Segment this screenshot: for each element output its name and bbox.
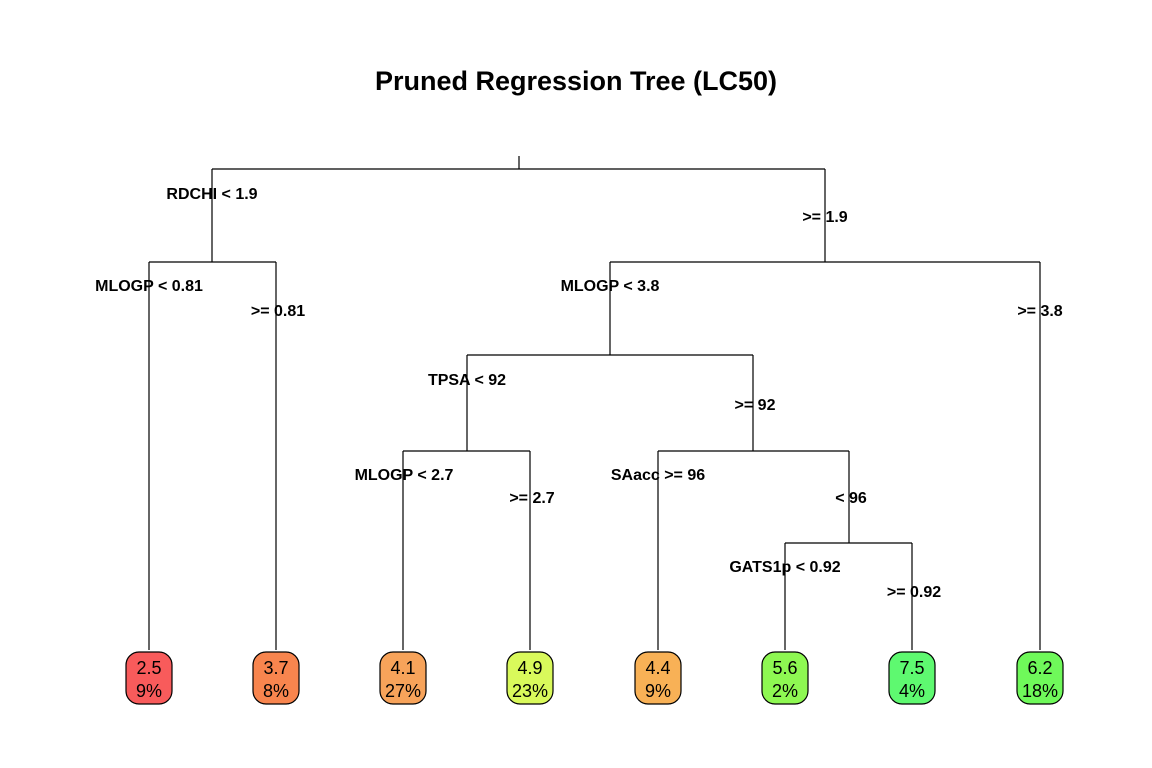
split-n6-left-label: TPSA < 92 bbox=[428, 372, 506, 389]
split-n12-left-label: MLOGP < 2.7 bbox=[355, 467, 454, 484]
leaf-box bbox=[634, 651, 682, 705]
leaf-percent: 8% bbox=[263, 681, 289, 701]
leaf-node: 3.78% bbox=[252, 651, 300, 705]
leaf-box bbox=[252, 651, 300, 705]
leaf-box bbox=[888, 651, 936, 705]
leaf-value: 4.9 bbox=[517, 658, 542, 678]
leaf-value: 6.2 bbox=[1027, 658, 1052, 678]
leaf-value: 5.6 bbox=[772, 658, 797, 678]
leaf-percent: 9% bbox=[645, 681, 671, 701]
split-root-right-label: >= 1.9 bbox=[802, 209, 847, 226]
leaf-percent: 27% bbox=[385, 681, 421, 701]
leaf-percent: 23% bbox=[512, 681, 548, 701]
leaf-nodes: 2.59%3.78%4.127%4.923%4.49%5.62%7.54%6.2… bbox=[125, 651, 1064, 705]
leaf-node: 4.49% bbox=[634, 651, 682, 705]
split-n27-right-label: >= 0.92 bbox=[887, 584, 941, 601]
leaf-box bbox=[1016, 651, 1064, 705]
leaf-node: 7.54% bbox=[888, 651, 936, 705]
leaf-value: 4.1 bbox=[390, 658, 415, 678]
leaf-percent: 18% bbox=[1022, 681, 1058, 701]
leaf-node: 2.59% bbox=[125, 651, 173, 705]
chart-title: Pruned Regression Tree (LC50) bbox=[375, 66, 777, 96]
split-n13-left-label: SAacc >= 96 bbox=[611, 467, 705, 484]
split-n2-left-label: MLOGP < 0.81 bbox=[95, 278, 203, 295]
leaf-percent: 4% bbox=[899, 681, 925, 701]
leaf-value: 7.5 bbox=[899, 658, 924, 678]
split-n27-left-label: GATS1p < 0.92 bbox=[729, 559, 840, 576]
split-labels: RDCHI < 1.9 >= 1.9 MLOGP < 0.81 >= 0.81 … bbox=[95, 186, 1063, 601]
leaf-node: 4.127% bbox=[379, 651, 427, 705]
leaf-value: 4.4 bbox=[645, 658, 670, 678]
split-n12-right-label: >= 2.7 bbox=[509, 490, 554, 507]
leaf-percent: 9% bbox=[136, 681, 162, 701]
split-n13-right-label: < 96 bbox=[835, 490, 867, 507]
split-n3-left-label: MLOGP < 3.8 bbox=[561, 278, 660, 295]
leaf-box bbox=[379, 651, 427, 705]
leaf-value: 3.7 bbox=[263, 658, 288, 678]
split-n6-right-label: >= 92 bbox=[735, 397, 776, 414]
leaf-node: 5.62% bbox=[761, 651, 809, 705]
split-root-left-label: RDCHI < 1.9 bbox=[166, 186, 257, 203]
leaf-box bbox=[125, 651, 173, 705]
split-n3-right-label: >= 3.8 bbox=[1017, 303, 1062, 320]
leaf-node: 4.923% bbox=[506, 651, 554, 705]
split-n2-right-label: >= 0.81 bbox=[251, 303, 305, 320]
leaf-box bbox=[506, 651, 554, 705]
leaf-percent: 2% bbox=[772, 681, 798, 701]
leaf-value: 2.5 bbox=[136, 658, 161, 678]
leaf-node: 6.218% bbox=[1016, 651, 1064, 705]
leaf-box bbox=[761, 651, 809, 705]
tree-edges bbox=[148, 156, 1041, 650]
